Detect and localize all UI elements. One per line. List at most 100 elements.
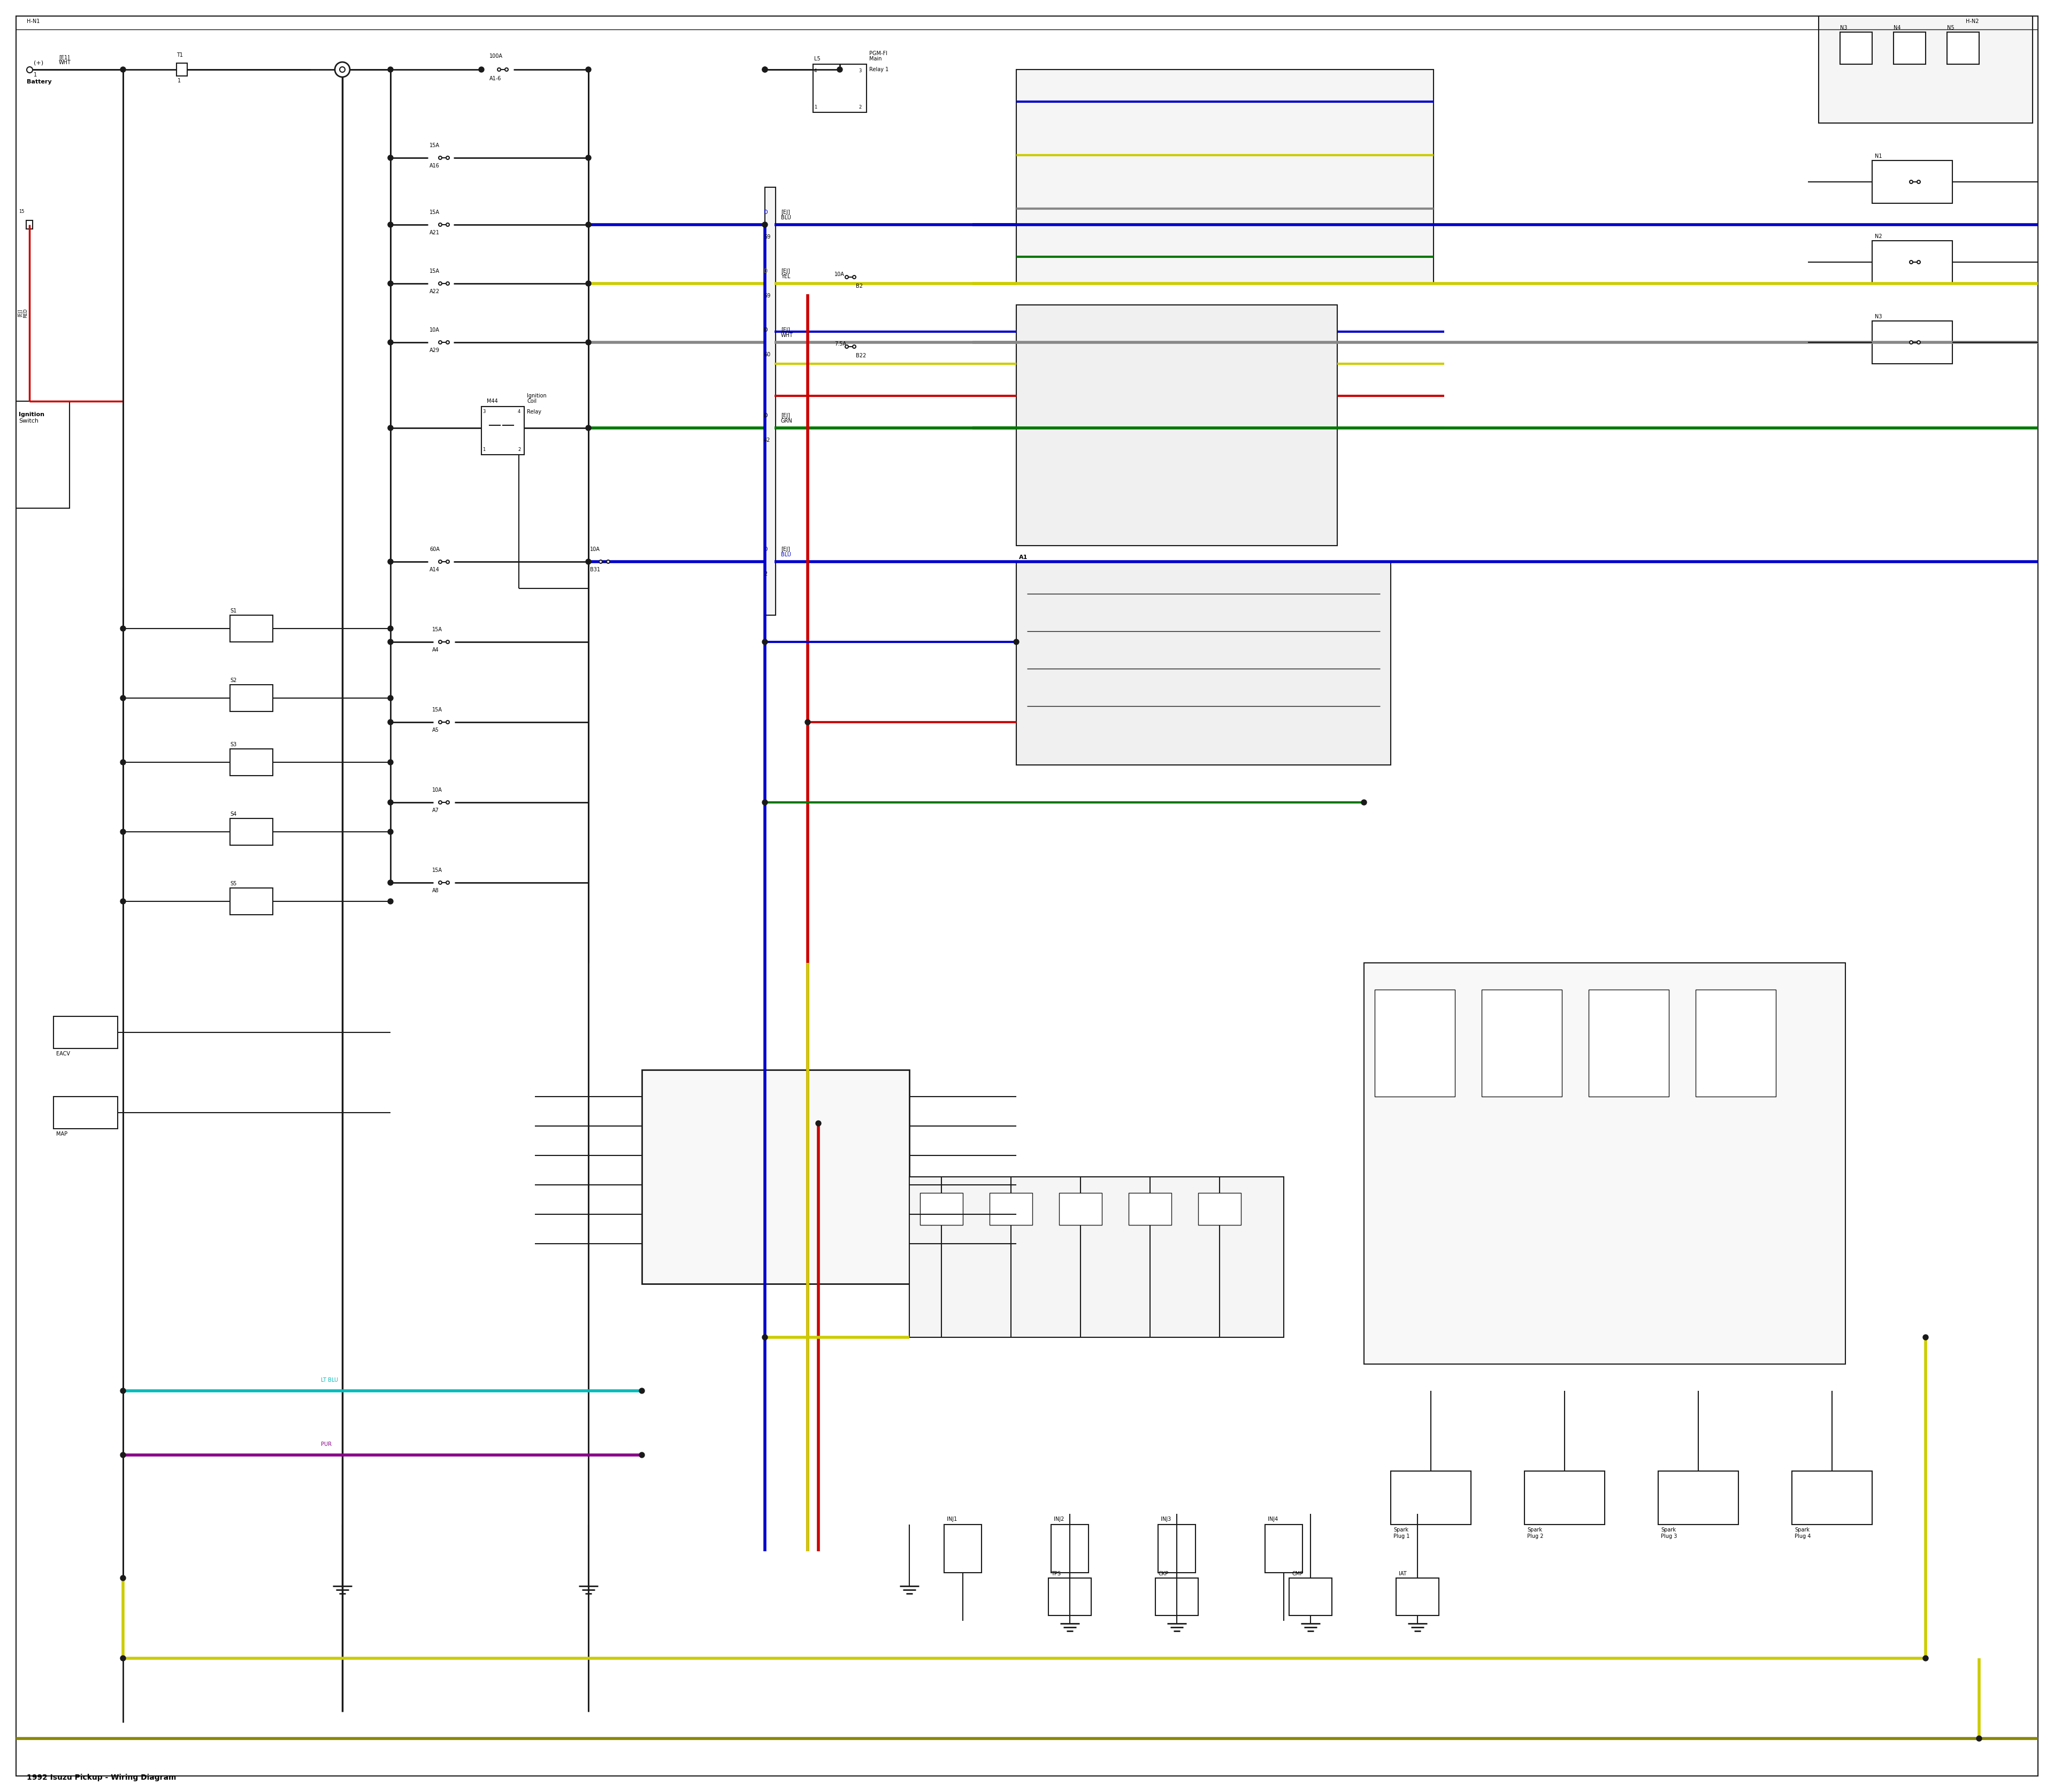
- Circle shape: [388, 559, 392, 564]
- Text: A5: A5: [431, 728, 440, 733]
- Circle shape: [762, 66, 768, 72]
- Circle shape: [121, 1575, 125, 1581]
- Bar: [764, 280, 774, 289]
- Text: B22: B22: [857, 353, 867, 358]
- Circle shape: [388, 830, 392, 835]
- Circle shape: [121, 66, 125, 72]
- Circle shape: [446, 561, 450, 563]
- Text: M44: M44: [487, 398, 497, 403]
- Text: 1992 Isuzu Pickup - Wiring Diagram: 1992 Isuzu Pickup - Wiring Diagram: [27, 1774, 177, 1781]
- Circle shape: [639, 1452, 645, 1457]
- Circle shape: [446, 156, 450, 159]
- Text: Spark
Plug 2: Spark Plug 2: [1526, 1527, 1543, 1539]
- Bar: [53, 1016, 117, 1048]
- Bar: [1481, 989, 1561, 1097]
- Circle shape: [600, 561, 602, 563]
- Circle shape: [639, 1389, 645, 1394]
- Text: PGM-FI: PGM-FI: [869, 50, 887, 56]
- Circle shape: [440, 281, 442, 285]
- Circle shape: [440, 882, 442, 883]
- Circle shape: [440, 340, 442, 344]
- Circle shape: [1362, 799, 1366, 805]
- Text: 10A: 10A: [589, 547, 600, 552]
- Text: GRN: GRN: [781, 418, 793, 423]
- Circle shape: [121, 1656, 125, 1661]
- Text: 1: 1: [177, 79, 181, 84]
- Circle shape: [606, 561, 610, 563]
- Text: 60: 60: [764, 351, 770, 357]
- Circle shape: [388, 222, 392, 228]
- Circle shape: [1923, 1656, 1929, 1661]
- Bar: [1658, 1471, 1738, 1525]
- Bar: [764, 557, 774, 566]
- Circle shape: [805, 719, 811, 724]
- Bar: [1017, 70, 1434, 283]
- Circle shape: [121, 695, 125, 701]
- Text: N3: N3: [1840, 25, 1847, 30]
- Circle shape: [1916, 340, 1920, 344]
- Text: [EJ]: [EJ]: [781, 328, 791, 333]
- Text: RED: RED: [23, 308, 29, 317]
- Circle shape: [440, 222, 442, 226]
- Bar: [764, 220, 774, 229]
- Bar: [1197, 1193, 1241, 1226]
- Circle shape: [1910, 181, 1912, 183]
- Text: 15A: 15A: [429, 269, 440, 274]
- Circle shape: [440, 561, 442, 563]
- Bar: [16, 401, 70, 509]
- Circle shape: [497, 68, 501, 72]
- Text: 100A: 100A: [489, 54, 503, 59]
- Circle shape: [585, 222, 592, 228]
- Text: A1: A1: [1019, 556, 1027, 561]
- Bar: [481, 407, 524, 455]
- Circle shape: [388, 156, 392, 161]
- Circle shape: [388, 799, 392, 805]
- Text: N3: N3: [1875, 314, 1881, 319]
- Circle shape: [446, 882, 450, 883]
- Circle shape: [440, 801, 442, 805]
- Bar: [641, 1070, 910, 1283]
- Circle shape: [1916, 181, 1920, 183]
- Bar: [230, 685, 273, 711]
- Circle shape: [585, 156, 592, 161]
- Text: MAP: MAP: [55, 1131, 68, 1136]
- Text: 15A: 15A: [431, 867, 442, 873]
- Circle shape: [1013, 640, 1019, 645]
- Circle shape: [1910, 260, 1912, 263]
- Text: S3: S3: [230, 742, 236, 747]
- Text: S1: S1: [230, 607, 236, 613]
- Circle shape: [838, 66, 842, 72]
- Text: 15A: 15A: [429, 143, 440, 149]
- Text: YEL: YEL: [781, 274, 791, 280]
- Circle shape: [585, 559, 592, 564]
- Circle shape: [388, 66, 392, 72]
- Text: 2: 2: [764, 572, 768, 577]
- Text: WHT: WHT: [781, 333, 793, 339]
- Text: A16: A16: [429, 163, 440, 168]
- Text: D: D: [764, 269, 768, 274]
- Text: A29: A29: [429, 348, 440, 353]
- Text: [EJ]: [EJ]: [781, 210, 791, 215]
- Bar: [230, 749, 273, 776]
- Text: A22: A22: [429, 289, 440, 294]
- Circle shape: [121, 830, 125, 835]
- Text: Coil: Coil: [528, 398, 536, 403]
- Bar: [764, 423, 774, 432]
- Circle shape: [388, 625, 392, 631]
- Circle shape: [339, 66, 345, 72]
- Text: Spark
Plug 4: Spark Plug 4: [1795, 1527, 1812, 1539]
- Bar: [1524, 1471, 1604, 1525]
- Text: D: D: [764, 210, 768, 215]
- Bar: [1017, 561, 1391, 765]
- Circle shape: [505, 68, 507, 72]
- Text: CKP: CKP: [1158, 1572, 1169, 1577]
- Circle shape: [440, 720, 442, 724]
- Circle shape: [388, 898, 392, 903]
- Text: 59: 59: [764, 235, 770, 240]
- Circle shape: [388, 640, 392, 645]
- Circle shape: [585, 66, 592, 72]
- Text: 1: 1: [33, 72, 37, 77]
- Circle shape: [1923, 1335, 1929, 1340]
- Bar: [764, 339, 774, 346]
- Text: WHT: WHT: [60, 59, 72, 65]
